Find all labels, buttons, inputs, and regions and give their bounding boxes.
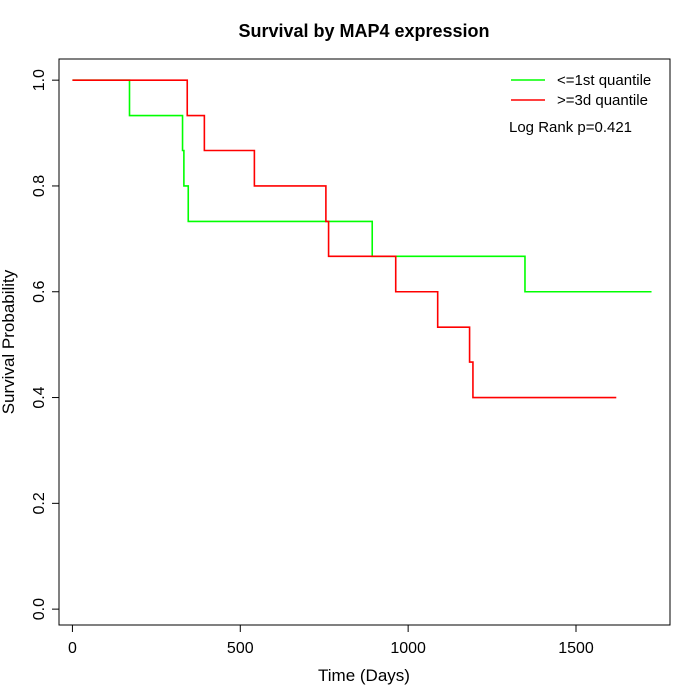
log-rank-annotation: Log Rank p=0.421 bbox=[509, 119, 632, 136]
x-tick-label: 500 bbox=[227, 640, 254, 657]
y-tick-label: 0.2 bbox=[31, 492, 48, 514]
y-axis-label: Survival Probability bbox=[0, 269, 18, 414]
survival-curve-1 bbox=[72, 79, 652, 293]
series-layer bbox=[72, 79, 652, 399]
x-axis: 0 500 1000 1500 bbox=[68, 624, 594, 657]
x-tick-label: 1000 bbox=[390, 640, 426, 657]
y-axis: 0.0 0.2 0.4 0.6 0.8 1.0 bbox=[31, 69, 60, 620]
survival-curve-2 bbox=[72, 79, 617, 399]
x-tick-label: 0 bbox=[68, 640, 77, 657]
y-tick-label: 1.0 bbox=[31, 69, 48, 91]
legend-label: <=1st quantile bbox=[557, 72, 651, 89]
plot-frame bbox=[58, 58, 671, 626]
y-tick-label: 0.4 bbox=[31, 386, 48, 408]
y-tick-label: 0.0 bbox=[31, 598, 48, 620]
x-axis-label: Time (Days) bbox=[318, 666, 410, 685]
legend-label: >=3d quantile bbox=[557, 92, 648, 109]
chart-title: Survival by MAP4 expression bbox=[238, 21, 489, 41]
legend: <=1st quantile >=3d quantile bbox=[511, 72, 651, 109]
y-tick-label: 0.6 bbox=[31, 281, 48, 303]
x-tick-label: 1500 bbox=[558, 640, 594, 657]
y-tick-label: 0.8 bbox=[31, 175, 48, 197]
